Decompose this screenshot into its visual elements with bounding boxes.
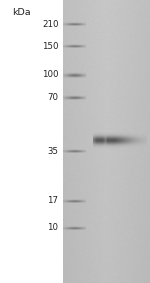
Text: 150: 150 [42, 42, 58, 51]
Text: kDa: kDa [12, 8, 30, 18]
Text: 10: 10 [48, 223, 58, 232]
Bar [0, 0, 63, 283]
Text: 210: 210 [42, 20, 58, 29]
Text: 100: 100 [42, 70, 58, 80]
Text: 70: 70 [48, 93, 58, 102]
Text: 17: 17 [48, 196, 58, 205]
Text: 35: 35 [48, 147, 58, 156]
